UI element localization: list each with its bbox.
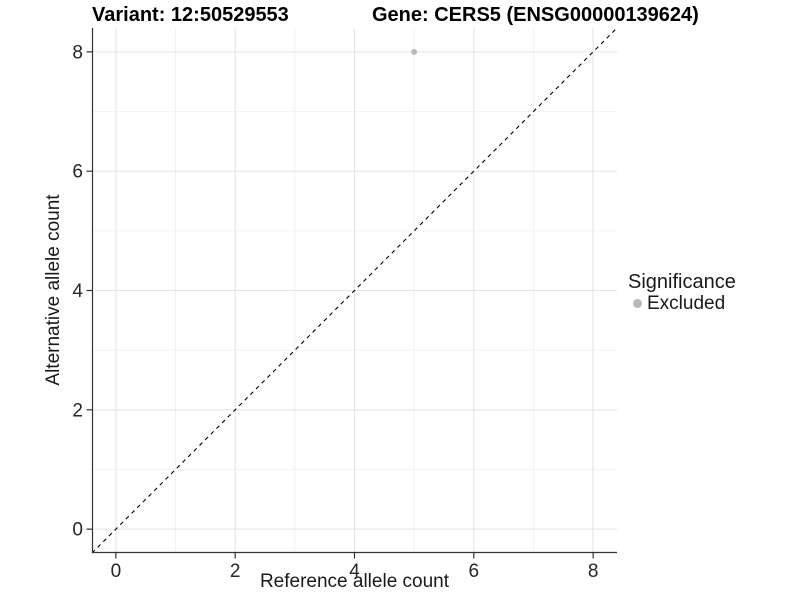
x-tick-label: 0 xyxy=(111,561,122,582)
legend: Significance Excluded xyxy=(628,271,736,314)
y-tick-label: 2 xyxy=(72,400,83,421)
y-tick-label: 4 xyxy=(72,281,83,302)
y-tick-label: 0 xyxy=(72,520,83,541)
legend-item-excluded: Excluded xyxy=(628,293,736,314)
legend-title: Significance xyxy=(628,271,736,293)
identity-line xyxy=(91,27,618,554)
y-tick-label: 8 xyxy=(72,42,83,63)
data-point xyxy=(411,48,418,55)
x-axis-title: Reference allele count xyxy=(259,571,450,592)
legend-item-label: Excluded xyxy=(647,293,726,314)
excluded-point-icon xyxy=(633,299,642,308)
y-axis-title: Alternative allele count xyxy=(43,194,64,386)
plot-title-variant: Variant: 12:50529553 xyxy=(92,4,289,26)
plot-panel: 0 2 4 6 8 0 2 4 6 8 xyxy=(72,27,618,582)
x-tick-label: 8 xyxy=(588,561,599,582)
x-tick-label: 6 xyxy=(469,561,480,582)
y-tick-label: 6 xyxy=(72,162,83,183)
x-tick-label: 2 xyxy=(230,561,241,582)
plot-title-gene: Gene: CERS5 (ENSG00000139624) xyxy=(372,4,699,26)
x-tick-label: 4 xyxy=(349,561,360,582)
